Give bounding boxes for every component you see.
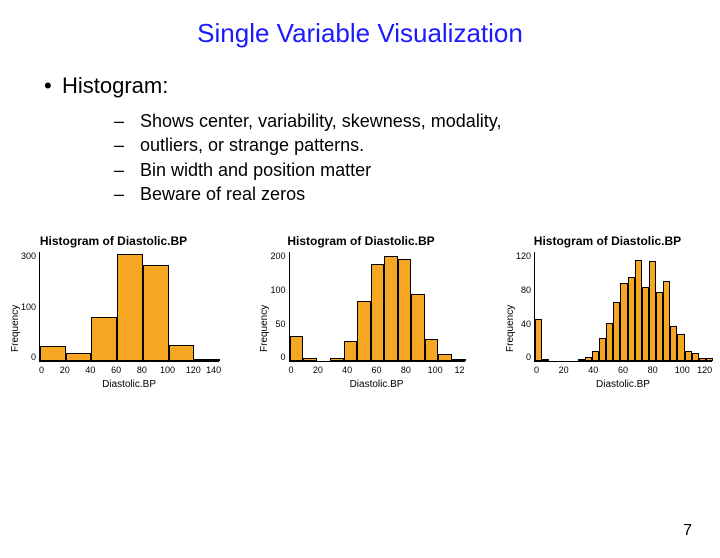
page-number: 7 xyxy=(683,522,692,540)
histogram-bar xyxy=(677,334,684,361)
x-axis-label: Diastolic.BP xyxy=(39,379,219,390)
sub-bullet: –Beware of real zeros xyxy=(114,182,720,206)
histogram-bar xyxy=(635,260,642,362)
sub-bullet: –outliers, or strange patterns. xyxy=(114,133,720,157)
histogram-bar xyxy=(398,259,412,362)
histogram-bar xyxy=(706,358,713,361)
histogram-panel: Histogram of Diastolic.BP Frequency300100… xyxy=(8,234,219,390)
histogram-bar xyxy=(384,256,398,361)
histogram-bar xyxy=(290,336,304,361)
x-ticks: 020406080100120140 xyxy=(39,365,219,375)
histogram-bar xyxy=(91,317,117,361)
y-ticks: 3001000 xyxy=(21,252,39,362)
histogram-title: Histogram of Diastolic.BP xyxy=(503,234,712,248)
histogram-bar xyxy=(649,261,656,361)
histogram-title: Histogram of Diastolic.BP xyxy=(8,234,219,248)
x-ticks: 02040608010012 xyxy=(289,365,465,375)
histogram-plot xyxy=(289,252,465,362)
histogram-bar xyxy=(169,345,195,362)
y-axis-label: Frequency xyxy=(503,252,516,390)
histogram-bar xyxy=(452,359,466,362)
histogram-plot xyxy=(39,252,219,362)
histogram-bar xyxy=(194,359,220,361)
histogram-bar xyxy=(535,319,542,361)
histogram-bar xyxy=(371,264,385,362)
histogram-bar xyxy=(606,323,613,361)
histogram-panel: Histogram of Diastolic.BP Frequency200100… xyxy=(257,234,464,390)
histogram-bar xyxy=(663,281,670,361)
histogram-bar xyxy=(330,358,344,361)
histogram-bar xyxy=(670,326,677,362)
histogram-bar xyxy=(592,351,599,361)
histogram-bar xyxy=(620,283,627,361)
x-axis-label: Diastolic.BP xyxy=(289,379,465,390)
charts-row: Histogram of Diastolic.BPFrequency300100… xyxy=(8,234,712,390)
y-axis-label: Frequency xyxy=(257,252,270,390)
histogram-bar xyxy=(578,359,585,361)
histogram-bar xyxy=(542,359,549,361)
page-title: Single Variable Visualization xyxy=(0,18,720,49)
histogram-bar xyxy=(613,302,620,361)
sub-bullet: –Bin width and position matter xyxy=(114,158,720,182)
histogram-bar xyxy=(357,301,371,361)
histogram-bar xyxy=(117,254,143,361)
histogram-bar xyxy=(425,339,439,362)
sub-bullet: –Shows center, variability, skewness, mo… xyxy=(114,109,720,133)
histogram-bar xyxy=(642,287,649,361)
histogram-bar xyxy=(344,341,358,361)
y-ticks: 200100500 xyxy=(270,252,288,362)
histogram-bar xyxy=(143,265,169,361)
x-ticks: 020406080100120 xyxy=(534,365,712,375)
bullet-main: •Histogram: xyxy=(44,73,720,99)
histogram-plot xyxy=(534,252,712,362)
histogram-bar xyxy=(303,358,317,361)
histogram-bar xyxy=(656,292,663,361)
histogram-bar xyxy=(628,277,635,362)
histogram-bar xyxy=(438,354,452,362)
histogram-bar xyxy=(66,353,92,361)
sub-bullet-list: –Shows center, variability, skewness, mo… xyxy=(114,109,720,206)
x-axis-label: Diastolic.BP xyxy=(534,379,712,390)
histogram-bar xyxy=(685,351,692,361)
histogram-title: Histogram of Diastolic.BP xyxy=(257,234,464,248)
y-axis-label: Frequency xyxy=(8,252,21,390)
bullet-list: •Histogram: –Shows center, variability, … xyxy=(44,73,720,206)
histogram-bar xyxy=(692,353,699,361)
histogram-panel: Histogram of Diastolic.BP Frequency120804… xyxy=(503,234,712,390)
histogram-bar xyxy=(411,294,425,362)
histogram-bar xyxy=(599,338,606,362)
y-ticks: 12080400 xyxy=(516,252,534,362)
histogram-bar xyxy=(585,357,592,361)
histogram-bar xyxy=(40,346,66,361)
histogram-bar xyxy=(699,358,706,361)
bullet-main-text: Histogram: xyxy=(62,73,168,98)
